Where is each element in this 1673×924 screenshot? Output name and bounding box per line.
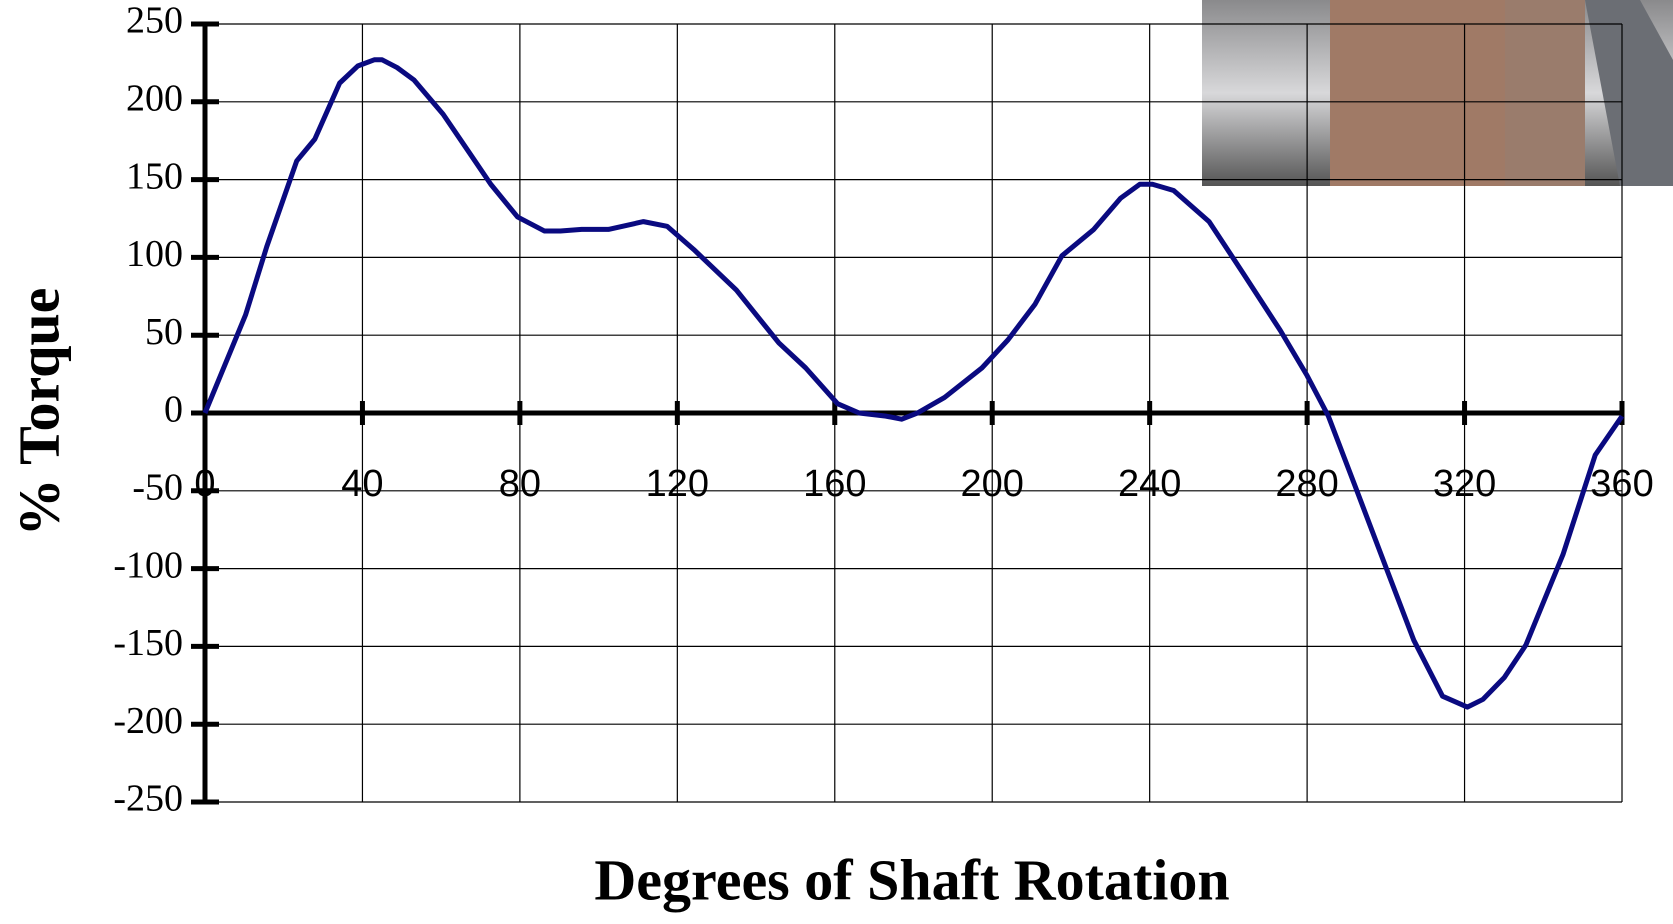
- y-tick-label: 50: [145, 311, 183, 353]
- y-tick-label: 100: [126, 233, 183, 275]
- y-tick-label: -50: [132, 467, 183, 509]
- x-tick-label: 360: [1590, 463, 1653, 505]
- x-tick-label: 320: [1433, 463, 1496, 505]
- y-tick-label: -150: [113, 622, 183, 664]
- y-tick-label: 200: [126, 78, 183, 120]
- x-tick-label: 120: [646, 463, 709, 505]
- x-tick-label: 160: [803, 463, 866, 505]
- x-tick-label: 80: [499, 463, 541, 505]
- y-tick-label: 150: [126, 155, 183, 197]
- x-tick-label: 240: [1118, 463, 1181, 505]
- y-tick-label: 250: [126, 0, 183, 42]
- y-tick-label: 0: [164, 389, 183, 431]
- y-axis-label: % Torque: [6, 288, 71, 537]
- y-tick-label: -100: [113, 544, 183, 586]
- x-axis-label: Degrees of Shaft Rotation: [594, 847, 1229, 912]
- x-tick-label: 280: [1275, 463, 1338, 505]
- data-line: [202, 57, 1625, 710]
- shaft-photo: [1202, 0, 1673, 186]
- y-tick-label: -250: [113, 778, 183, 820]
- y-tick-label: -200: [113, 700, 183, 742]
- x-tick-label: 200: [961, 463, 1024, 505]
- x-tick-label: 40: [341, 463, 383, 505]
